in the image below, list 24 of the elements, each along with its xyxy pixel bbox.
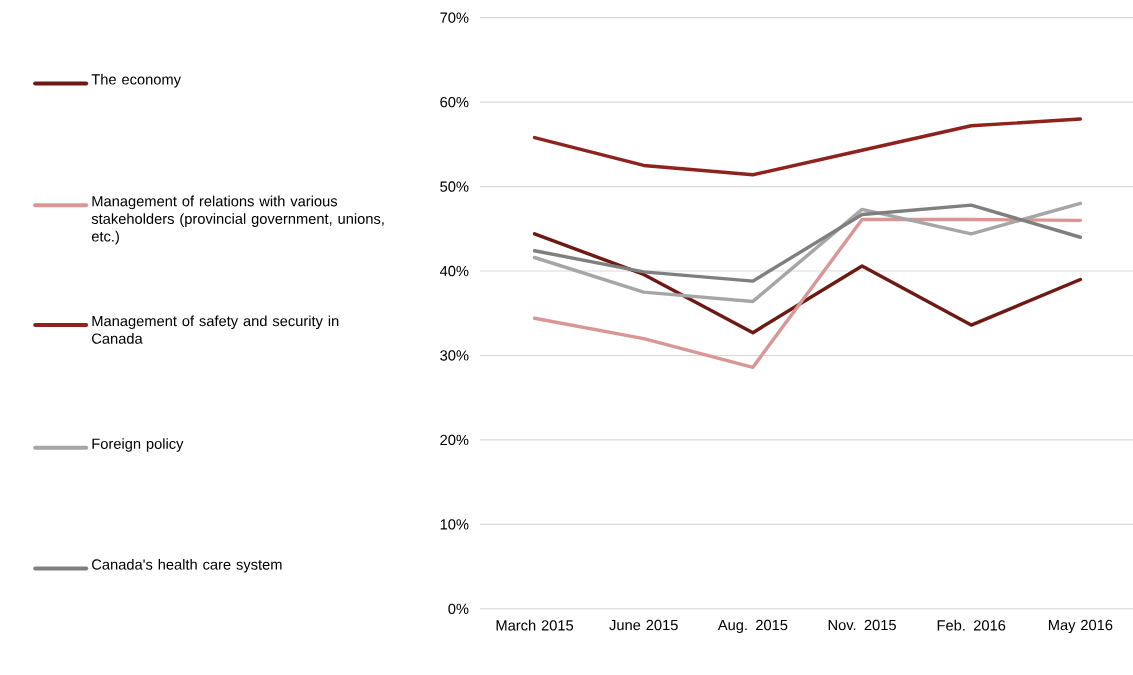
legend-label: Management of relations with various stakeholders (provincial government, unions, etc.) xyxy=(91,195,384,245)
y-tick-label: 50% xyxy=(440,181,469,192)
y-tick-label: 10% xyxy=(440,519,469,530)
y-tick-label: 60% xyxy=(440,97,469,108)
y-tick-label: 0% xyxy=(448,603,469,615)
y-tick-label: 70% xyxy=(440,12,469,24)
legend-label: Foreign policy xyxy=(92,438,184,453)
y-tick-label: 40% xyxy=(439,266,469,277)
legend-label: The economy xyxy=(91,74,181,88)
y-tick-label: 30% xyxy=(440,350,469,361)
x-tick-label: Feb. 2016 xyxy=(937,620,1006,631)
x-tick-label: May 2016 xyxy=(1048,619,1113,634)
line-series xyxy=(532,117,1083,177)
legend-label: Management of safety and security in Canada xyxy=(92,315,339,344)
line-series xyxy=(532,201,1083,304)
legend-label: Canada's health care system xyxy=(92,559,282,573)
line-series xyxy=(532,203,1083,284)
x-tick-label: Aug. 2015 xyxy=(717,619,788,634)
y-tick-label: 20% xyxy=(440,434,469,446)
line-series xyxy=(532,217,1083,370)
x-tick-label: June 2015 xyxy=(609,619,678,631)
line-series xyxy=(532,232,1083,335)
x-tick-label: Nov. 2015 xyxy=(828,619,896,631)
x-tick-label: March 2015 xyxy=(496,620,574,631)
